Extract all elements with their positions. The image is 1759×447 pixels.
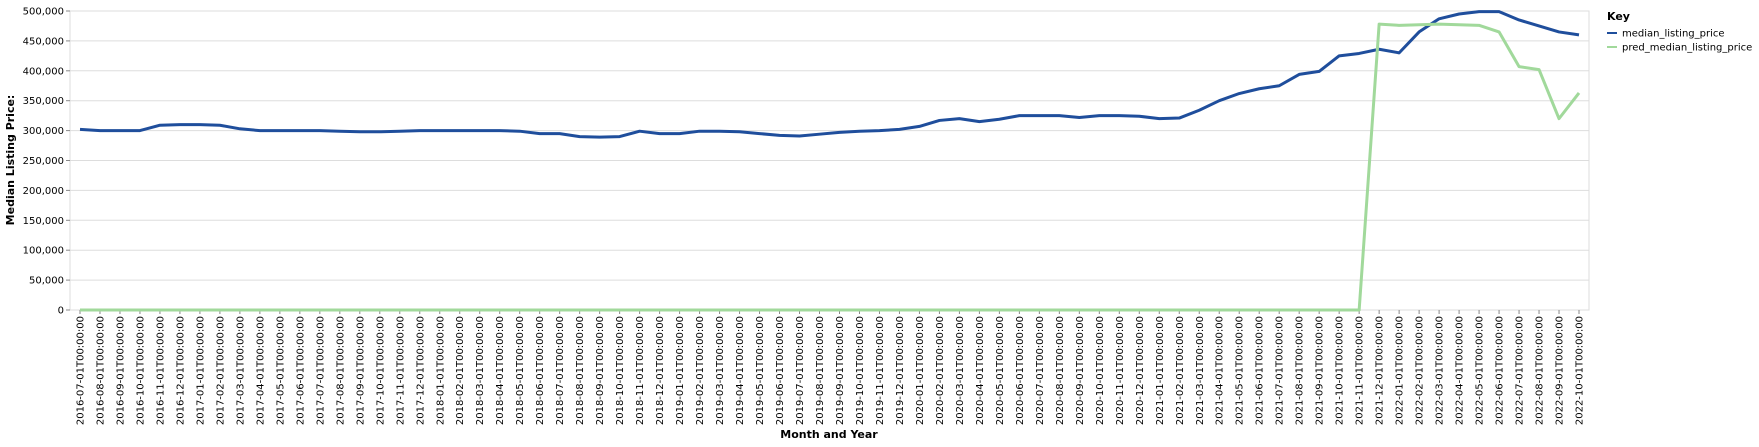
x-tick-label: 2019-12-01T00:00:00 bbox=[895, 316, 906, 425]
legend-label: median_listing_price bbox=[1622, 29, 1725, 40]
x-tick-label: 2016-12-01T00:00:00 bbox=[175, 316, 186, 425]
x-tick-label: 2020-11-01T00:00:00 bbox=[1115, 316, 1126, 425]
x-tick-label: 2022-07-01T00:00:00 bbox=[1515, 316, 1526, 425]
x-tick-label: 2020-02-01T00:00:00 bbox=[935, 316, 946, 425]
series-line bbox=[79, 22, 1581, 312]
x-tick-label: 2018-01-01T00:00:00 bbox=[435, 316, 446, 425]
x-tick-label: 2022-06-01T00:00:00 bbox=[1495, 316, 1506, 425]
x-tick-label: 2019-07-01T00:00:00 bbox=[795, 316, 806, 425]
x-tick-label: 2021-12-01T00:00:00 bbox=[1375, 316, 1386, 425]
x-tick-label: 2022-10-01T00:00:00 bbox=[1575, 316, 1586, 425]
y-tick-label: 150,000 bbox=[23, 216, 64, 227]
x-tick-label: 2019-03-01T00:00:00 bbox=[715, 316, 726, 425]
x-tick-label: 2020-08-01T00:00:00 bbox=[1055, 316, 1066, 425]
x-tick-label: 2020-03-01T00:00:00 bbox=[955, 316, 966, 425]
x-tick-label: 2017-05-01T00:00:00 bbox=[275, 316, 286, 425]
x-tick-label: 2020-06-01T00:00:00 bbox=[1015, 316, 1026, 425]
x-tick-label: 2017-01-01T00:00:00 bbox=[195, 316, 206, 425]
x-tick-label: 2018-04-01T00:00:00 bbox=[495, 316, 506, 425]
x-tick-label: 2017-09-01T00:00:00 bbox=[355, 316, 366, 425]
x-tick-label: 2022-08-01T00:00:00 bbox=[1535, 316, 1546, 425]
x-tick-label: 2018-03-01T00:00:00 bbox=[475, 316, 486, 425]
x-tick-label: 2019-02-01T00:00:00 bbox=[695, 316, 706, 425]
x-tick-label: 2021-09-01T00:00:00 bbox=[1315, 316, 1326, 425]
x-tick-label: 2021-03-01T00:00:00 bbox=[1195, 316, 1206, 425]
x-tick-label: 2018-09-01T00:00:00 bbox=[595, 316, 606, 425]
x-tick-label: 2022-04-01T00:00:00 bbox=[1455, 316, 1466, 425]
x-tick-label: 2020-09-01T00:00:00 bbox=[1075, 316, 1086, 425]
x-tick-label: 2021-10-01T00:00:00 bbox=[1335, 316, 1346, 425]
x-tick-label: 2020-04-01T00:00:00 bbox=[975, 316, 986, 425]
x-tick-label: 2021-02-01T00:00:00 bbox=[1175, 316, 1186, 425]
x-tick-label: 2019-01-01T00:00:00 bbox=[675, 316, 686, 425]
series-line bbox=[79, 10, 1580, 139]
x-tick-label: 2019-05-01T00:00:00 bbox=[755, 316, 766, 425]
x-tick-label: 2021-06-01T00:00:00 bbox=[1255, 316, 1266, 425]
x-tick-label: 2019-08-01T00:00:00 bbox=[815, 316, 826, 425]
x-tick-label: 2018-06-01T00:00:00 bbox=[535, 316, 546, 425]
x-tick-label: 2020-07-01T00:00:00 bbox=[1035, 316, 1046, 425]
y-tick-label: 200,000 bbox=[23, 186, 64, 197]
x-tick-label: 2017-03-01T00:00:00 bbox=[235, 316, 246, 425]
y-tick-label: 250,000 bbox=[23, 156, 64, 167]
y-tick-label: 100,000 bbox=[23, 246, 64, 257]
x-tick-label: 2016-11-01T00:00:00 bbox=[155, 316, 166, 425]
x-tick-label: 2016-10-01T00:00:00 bbox=[135, 316, 146, 425]
x-tick-label: 2018-02-01T00:00:00 bbox=[455, 316, 466, 425]
legend-label: pred_median_listing_price bbox=[1622, 43, 1752, 54]
x-tick-label: 2020-01-01T00:00:00 bbox=[915, 316, 926, 425]
y-tick-label: 400,000 bbox=[23, 66, 64, 77]
x-tick-label: 2016-07-01T00:00:00 bbox=[75, 316, 86, 425]
y-axis-title: Median Listing Price: bbox=[4, 95, 17, 226]
x-tick-label: 2019-04-01T00:00:00 bbox=[735, 316, 746, 425]
x-tick-label: 2022-01-01T00:00:00 bbox=[1395, 316, 1406, 425]
x-tick-label: 2019-10-01T00:00:00 bbox=[855, 316, 866, 425]
x-tick-label: 2018-11-01T00:00:00 bbox=[635, 316, 646, 425]
x-tick-label: 2021-04-01T00:00:00 bbox=[1215, 316, 1226, 425]
x-tick-label: 2022-03-01T00:00:00 bbox=[1435, 316, 1446, 425]
x-tick-label: 2022-09-01T00:00:00 bbox=[1555, 316, 1566, 425]
y-tick-label: 0 bbox=[58, 306, 64, 317]
y-tick-label: 50,000 bbox=[29, 276, 64, 287]
x-axis-title: Month and Year bbox=[780, 428, 878, 441]
x-tick-label: 2022-02-01T00:00:00 bbox=[1415, 316, 1426, 425]
x-tick-label: 2017-08-01T00:00:00 bbox=[335, 316, 346, 425]
x-tick-label: 2017-07-01T00:00:00 bbox=[315, 316, 326, 425]
y-tick-label: 350,000 bbox=[23, 96, 64, 107]
x-tick-label: 2018-08-01T00:00:00 bbox=[575, 316, 586, 425]
x-tick-label: 2017-10-01T00:00:00 bbox=[375, 316, 386, 425]
legend-title: Key bbox=[1607, 10, 1630, 23]
x-tick-label: 2020-05-01T00:00:00 bbox=[995, 316, 1006, 425]
x-tick-label: 2017-11-01T00:00:00 bbox=[395, 316, 406, 425]
x-tick-label: 2019-11-01T00:00:00 bbox=[875, 316, 886, 425]
x-tick-label: 2016-08-01T00:00:00 bbox=[95, 316, 106, 425]
x-tick-label: 2017-02-01T00:00:00 bbox=[215, 316, 226, 425]
x-tick-label: 2017-06-01T00:00:00 bbox=[295, 316, 306, 425]
y-tick-label: 450,000 bbox=[23, 36, 64, 47]
x-tick-label: 2020-10-01T00:00:00 bbox=[1095, 316, 1106, 425]
x-tick-label: 2016-09-01T00:00:00 bbox=[115, 316, 126, 425]
x-tick-label: 2018-10-01T00:00:00 bbox=[615, 316, 626, 425]
x-tick-label: 2018-12-01T00:00:00 bbox=[655, 316, 666, 425]
x-tick-label: 2019-06-01T00:00:00 bbox=[775, 316, 786, 425]
x-tick-label: 2019-09-01T00:00:00 bbox=[835, 316, 846, 425]
x-tick-label: 2018-07-01T00:00:00 bbox=[555, 316, 566, 425]
y-tick-label: 500,000 bbox=[23, 7, 64, 18]
x-tick-label: 2017-12-01T00:00:00 bbox=[415, 316, 426, 425]
x-tick-label: 2021-11-01T00:00:00 bbox=[1355, 316, 1366, 425]
y-tick-label: 300,000 bbox=[23, 126, 64, 137]
x-tick-label: 2017-04-01T00:00:00 bbox=[255, 316, 266, 425]
x-tick-label: 2020-12-01T00:00:00 bbox=[1135, 316, 1146, 425]
x-tick-label: 2021-07-01T00:00:00 bbox=[1275, 316, 1286, 425]
x-tick-label: 2022-05-01T00:00:00 bbox=[1475, 316, 1486, 425]
x-tick-label: 2021-05-01T00:00:00 bbox=[1235, 316, 1246, 425]
x-tick-label: 2018-05-01T00:00:00 bbox=[515, 316, 526, 425]
x-tick-label: 2021-01-01T00:00:00 bbox=[1155, 316, 1166, 425]
x-tick-label: 2021-08-01T00:00:00 bbox=[1295, 316, 1306, 425]
